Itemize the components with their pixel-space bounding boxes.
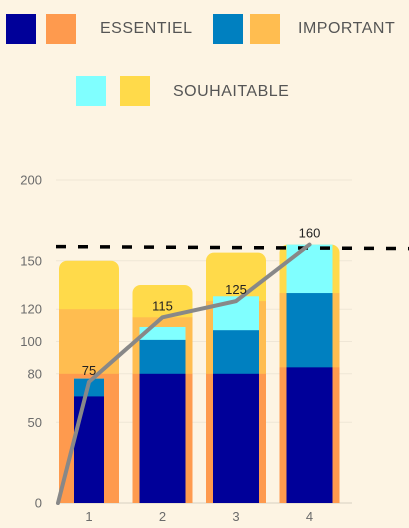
legend-swatch-orange <box>46 14 76 44</box>
x-tick-label: 1 <box>85 509 92 524</box>
legend-label-important: IMPORTANT <box>298 20 396 37</box>
trend-line <box>56 242 312 505</box>
x-tick-label: 3 <box>232 509 239 524</box>
legend-swatch-cyan <box>76 76 106 106</box>
x-tick-label: 4 <box>306 509 313 524</box>
data-label: 115 <box>152 298 173 313</box>
y-tick-label: 0 <box>35 496 42 511</box>
data-label: 160 <box>299 226 321 241</box>
y-tick-label: 150 <box>20 253 42 268</box>
bar-segment <box>139 373 186 503</box>
reference-dashed-line <box>55 244 409 251</box>
legend-swatch-light-orange <box>250 14 280 44</box>
legend-label-essentiel: ESSENTIEL <box>100 20 193 37</box>
legend-swatch-blue <box>213 14 243 44</box>
bar-segment <box>286 367 333 503</box>
legend-swatch-yellow <box>120 76 150 106</box>
data-label: 75 <box>82 363 96 378</box>
bar-segment <box>74 396 104 503</box>
data-label: 125 <box>225 282 247 297</box>
legend: ESSENTIEL IMPORTANT SOUHAITABLE <box>0 0 409 120</box>
y-tick-label: 50 <box>28 415 42 430</box>
y-tick-label: 100 <box>20 334 42 349</box>
y-tick-label: 80 <box>28 366 42 381</box>
legend-label-souhaitable: SOUHAITABLE <box>173 83 290 100</box>
y-tick-label: 120 <box>20 302 42 317</box>
legend-swatch-dark-blue <box>6 14 36 44</box>
y-tick-label: 200 <box>20 173 42 188</box>
bar-segment <box>213 373 259 503</box>
x-tick-label: 2 <box>159 509 166 524</box>
